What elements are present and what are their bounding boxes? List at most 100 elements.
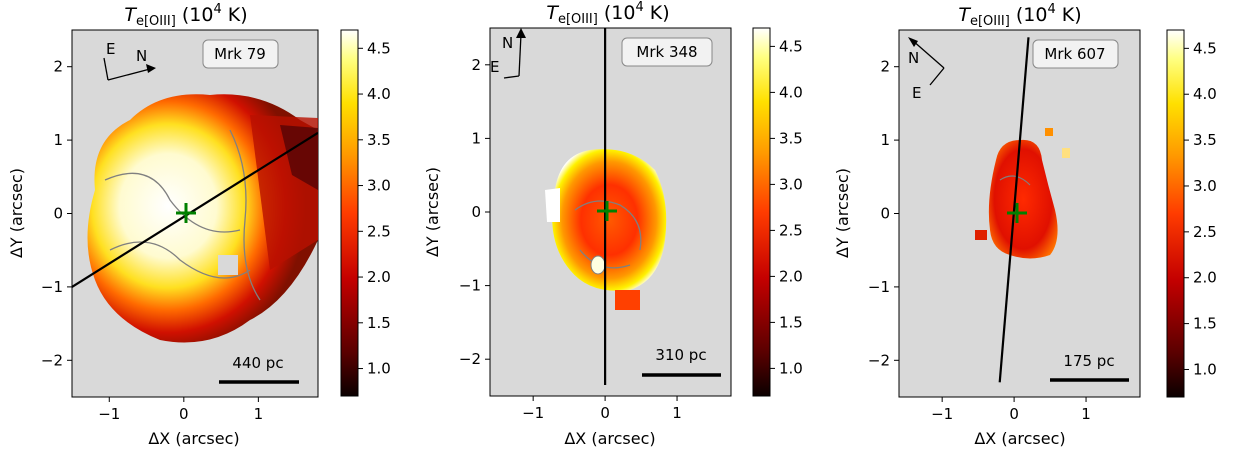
y-tick-label: −1 — [459, 277, 481, 295]
title-symbol: T — [124, 4, 137, 26]
y-tick-label: 2 — [471, 56, 481, 74]
title-exponent: 4 — [635, 0, 643, 15]
object-label-mrk607: Mrk 607 — [1044, 45, 1105, 63]
temperature-map-mrk607 — [988, 139, 1058, 259]
pixel-patch-mrk607-c — [975, 230, 987, 240]
colorbar-tick-label: 2.5 — [367, 222, 391, 240]
contour-mrk79-b — [109, 241, 251, 279]
title-exponent: 4 — [213, 2, 221, 17]
y-axis-mrk607: −2 −1 0 1 2 — [868, 58, 899, 369]
colorbar-ticks-mrk79: 1.0 1.5 2.0 2.5 3.0 3.5 4.0 4.5 — [358, 39, 391, 378]
y-tick-label: 1 — [880, 131, 890, 149]
y-tick-label: −2 — [459, 350, 481, 368]
title-symbol: T — [958, 4, 971, 26]
colorbar-tick-label: 1.0 — [367, 360, 391, 378]
compass-mrk79: E N — [103, 40, 156, 81]
title-unit: (10 — [182, 4, 214, 26]
title-tail: K) — [1056, 4, 1082, 26]
compass-label-n: N — [908, 49, 919, 67]
y-axis-mrk348: −2 −1 0 1 2 — [459, 56, 490, 368]
colorbar-tick-label: 1.5 — [779, 313, 803, 331]
x-tick-label: −1 — [931, 405, 953, 423]
colorbar-mrk79 — [340, 29, 359, 397]
x-tick-label: −1 — [522, 404, 544, 422]
colorbar-tick-label: 2.0 — [1193, 269, 1217, 287]
compass-label-e: E — [912, 84, 921, 102]
contour-mrk348-a — [574, 200, 642, 251]
x-axis-label-mrk607: ΔX (arcsec) — [974, 429, 1065, 448]
y-axis-label-mrk348: ΔY (arcsec) — [423, 167, 442, 257]
object-label-box-mrk79 — [202, 39, 279, 69]
bright-knot-mrk348 — [590, 255, 606, 275]
y-axis-mrk79: −2 −1 0 1 2 — [41, 58, 72, 369]
colorbar-tick-label: 2.5 — [779, 221, 803, 239]
x-axis-label-mrk348: ΔX (arcsec) — [564, 429, 655, 448]
y-tick-label: −1 — [868, 278, 890, 296]
edge-pixels-mrk348 — [545, 188, 560, 222]
object-label-mrk79: Mrk 79 — [214, 45, 266, 63]
object-label-mrk348: Mrk 348 — [636, 43, 697, 61]
y-tick-label: −1 — [41, 278, 63, 296]
y-tick-label: 2 — [53, 58, 63, 76]
colorbar-tick-label: 1.0 — [779, 359, 803, 377]
colorbar-tick-label: 4.0 — [367, 85, 391, 103]
title-subscript: e[OIII] — [136, 14, 176, 29]
colorbar-tick-label: 4.0 — [779, 83, 803, 101]
x-axis-mrk607: −1 0 1 — [931, 397, 1091, 423]
x-axis-mrk79: −1 0 1 — [98, 397, 263, 423]
compass-mrk607: N E — [908, 37, 945, 102]
compass-arrow-e — [503, 75, 520, 79]
colorbar-tick-label: 4.5 — [1193, 39, 1217, 57]
object-label-box-mrk607 — [1032, 39, 1119, 69]
title-subscript: e[OIII] — [970, 14, 1010, 29]
y-tick-label: −2 — [868, 351, 890, 369]
colorbar-tick-label: 3.0 — [1193, 177, 1217, 195]
center-marker-mrk348 — [597, 201, 617, 221]
compass-arrow-e — [929, 67, 945, 86]
title-unit: (10 — [604, 2, 636, 24]
slit-line-mrk79 — [71, 131, 319, 288]
title-mrk607: Te[OIII] (104 K) — [958, 2, 1081, 29]
y-axis-label-mrk607: ΔY (arcsec) — [833, 168, 852, 258]
compass-label-e: E — [490, 58, 499, 76]
colorbar-tick-label: 4.5 — [779, 37, 803, 55]
title-mrk348: Te[OIII] (104 K) — [546, 0, 669, 27]
colorbar-tick-label: 1.0 — [1193, 360, 1217, 378]
title-symbol: T — [546, 2, 559, 24]
scalebar-label-mrk348: 310 pc — [655, 346, 706, 364]
colorbar-mrk607 — [1166, 29, 1185, 398]
colorbar-tick-label: 1.5 — [367, 314, 391, 332]
colorbar-tick-label: 3.5 — [1193, 131, 1217, 149]
colorbar-tick-label: 2.0 — [367, 268, 391, 286]
y-tick-label: 1 — [471, 129, 481, 147]
title-exponent: 4 — [1047, 2, 1055, 17]
colorbar-tick-label: 1.5 — [1193, 315, 1217, 333]
title-subscript: e[OIII] — [558, 12, 598, 27]
compass-label-e: E — [106, 40, 115, 58]
compass-label-n: N — [136, 47, 147, 65]
dark-region-mrk79 — [280, 125, 318, 190]
panel-mrk348: Te[OIII] (104 K) N E Mrk 348 310 pc −1 0 1 — [423, 0, 803, 448]
title-tail: K) — [222, 4, 248, 26]
colorbar-tick-label: 3.0 — [779, 175, 803, 193]
x-tick-label: 1 — [254, 405, 264, 423]
colorbar-ticks-mrk348: 1.0 1.5 2.0 2.5 3.0 3.5 4.0 4.5 — [770, 37, 803, 377]
compass-label-n: N — [502, 34, 513, 52]
arrowhead-icon — [146, 64, 156, 73]
center-marker-mrk607 — [1007, 203, 1027, 223]
temperature-map-mrk348 — [552, 149, 667, 291]
y-axis-label-mrk79: ΔY (arcsec) — [7, 168, 26, 258]
lower-patch-mrk348 — [615, 290, 640, 310]
colorbar-tick-label: 2.0 — [779, 267, 803, 285]
pixel-patch-mrk607 — [1045, 128, 1053, 136]
compass-arrow-e — [103, 57, 109, 81]
x-tick-label: 0 — [179, 405, 189, 423]
colorbar-tick-label: 4.5 — [367, 39, 391, 57]
scalebar-label-mrk607: 175 pc — [1063, 352, 1114, 370]
panel-mrk607: Te[OIII] (104 K) N E Mrk 607 175 pc −1 0 1 … — [833, 2, 1217, 448]
arrowhead-icon — [908, 37, 918, 47]
x-tick-label: 1 — [672, 404, 682, 422]
contour-mrk79-a — [104, 172, 241, 233]
colorbar-ticks-mrk607: 1.0 1.5 2.0 2.5 3.0 3.5 4.0 4.5 — [1184, 39, 1217, 378]
